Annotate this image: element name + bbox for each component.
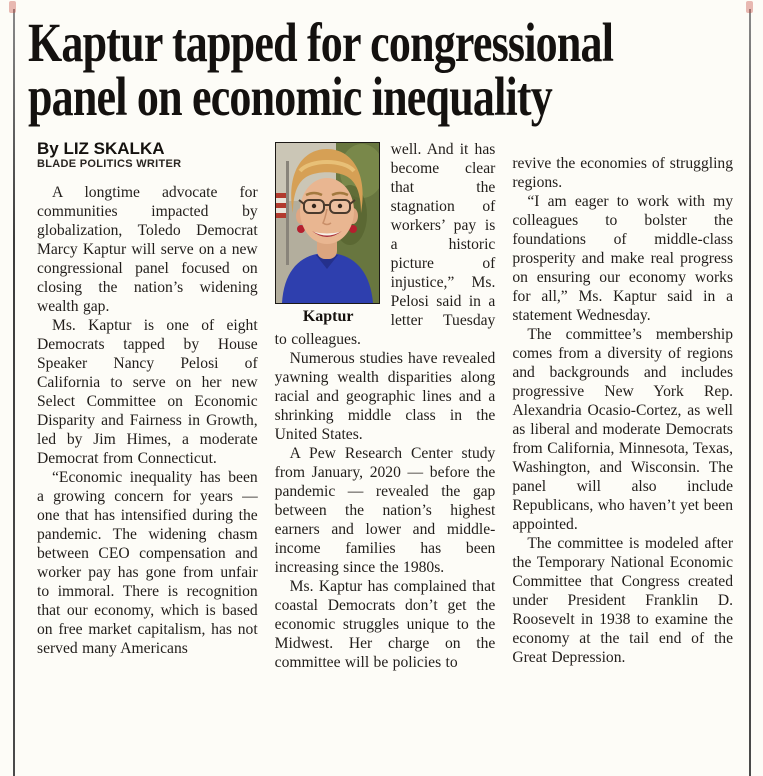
column-2: Kaptur well. And it has become clear tha… [274,140,496,672]
photo-figure: Kaptur [274,142,382,326]
col1-paragraph-3: “Economic inequality has been a growing … [37,469,258,657]
col1-paragraph-2: Ms. Kaptur is one of eight Democrats tap… [37,317,258,467]
col3-paragraph-2: “I am eager to work with my colleagues t… [512,193,734,324]
col2-paragraph-4: Ms. Kaptur has complained that coastal D… [274,578,496,671]
byline-author-title: BLADE POLITICS WRITER [37,158,182,170]
byline: By LIZ SKALKA BLADE POLITICS WRITER [37,139,258,171]
headline-line-2: panel on economic inequality [28,66,553,127]
column-rule-left [13,9,15,776]
byline-author: By LIZ SKALKA [37,139,165,158]
col3-paragraph-1: revive the economies of struggling regio… [512,155,734,191]
article-columns: By LIZ SKALKA BLADE POLITICS WRITER A lo… [0,134,763,672]
col2-paragraph-2: Numerous studies have revealed yawning w… [274,350,496,443]
col2-paragraph-1: well. And it has become clear that the s… [274,141,496,348]
column-1: By LIZ SKALKA BLADE POLITICS WRITER A lo… [37,140,258,672]
photo-caption: Kaptur [302,308,354,325]
column-3: revive the economies of struggling regio… [512,140,733,672]
registration-mark-right [746,1,753,13]
col2-paragraph-3: A Pew Research Center study from January… [274,445,496,576]
column-rule-right [749,9,751,776]
kaptur-photo [274,142,380,304]
article-headline: Kaptur tapped for congressional panel on … [28,15,616,127]
col3-paragraph-3: The committee’s membership comes from a … [512,326,734,533]
headline-line-1: Kaptur tapped for congressional [28,12,614,73]
kaptur-portrait-illustration [275,143,379,303]
col3-paragraph-4: The committee is modeled after the Tempo… [512,535,734,666]
registration-mark-left [9,1,16,13]
col1-paragraph-1: A longtime advocate for communities impa… [37,184,258,315]
